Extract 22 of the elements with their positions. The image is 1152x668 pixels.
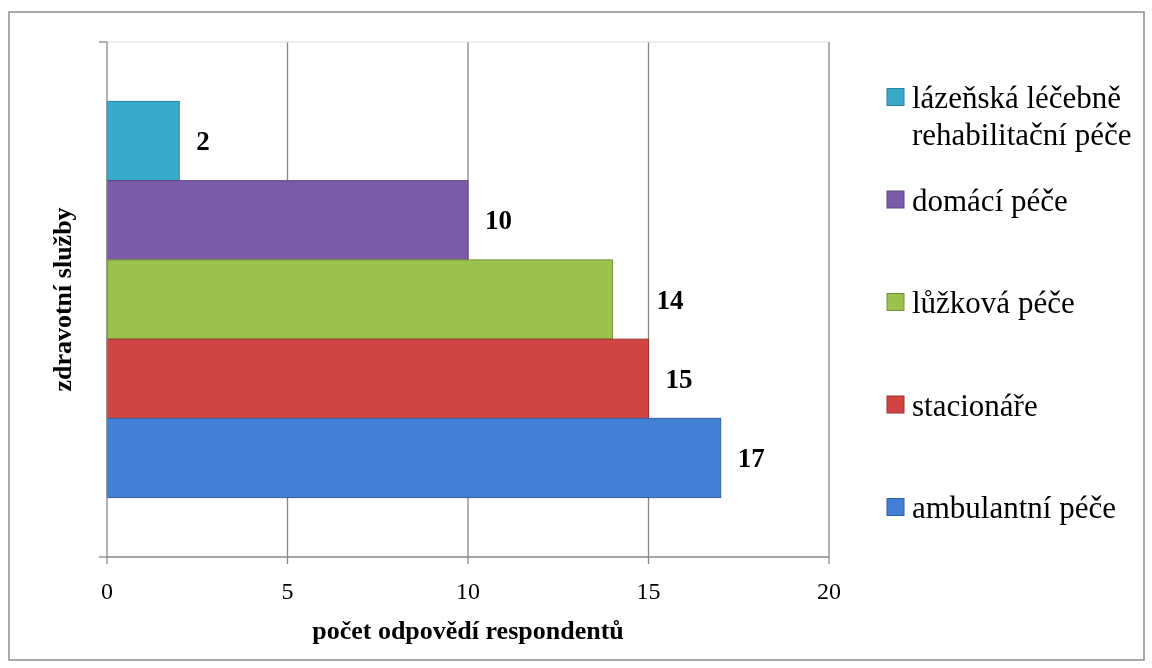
legend-label: lázeňská léčebně rehabilitační péče [912, 79, 1132, 152]
bar [106, 100, 180, 182]
x-tick-label: 15 [636, 578, 661, 604]
data-label: 10 [485, 205, 512, 236]
x-tick-label: 10 [456, 578, 480, 604]
bar [106, 259, 613, 340]
y-axis-title: zdravotní služby [47, 207, 77, 392]
legend-label: lůžková péče [912, 284, 1075, 320]
x-tick-label: 5 [281, 578, 294, 604]
legend-label: domácí péče [912, 182, 1068, 217]
data-label: 15 [665, 363, 693, 394]
legend-label: ambulantní péče [912, 489, 1116, 525]
bar [106, 417, 722, 499]
data-label: 14 [656, 284, 684, 315]
data-label: 2 [196, 126, 210, 157]
x-tick-label: 0 [101, 578, 113, 604]
x-tick-label: 20 [817, 578, 841, 604]
x-axis-title: počet odpovědí respondentů [312, 615, 624, 645]
data-label: 17 [737, 442, 765, 473]
legend-label: stacionáře [912, 387, 1038, 422]
bar [106, 180, 469, 261]
bar [106, 338, 649, 419]
